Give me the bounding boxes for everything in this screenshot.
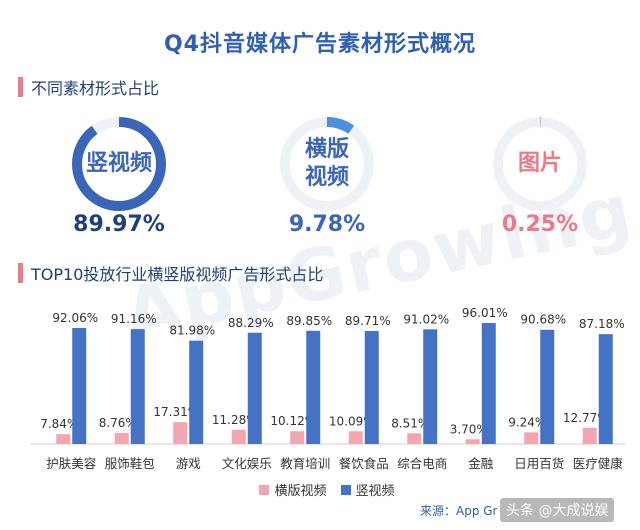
data-label-horizontal-video: 11.28% xyxy=(212,413,258,427)
data-label-vertical-video: 90.68% xyxy=(520,313,566,327)
data-label-horizontal-video: 10.12% xyxy=(270,414,316,428)
section-header-top10: TOP10投放行业横竖版视频广告形式占比 xyxy=(18,262,323,284)
category-label: 金融 xyxy=(468,456,494,471)
bar-vertical-video xyxy=(247,332,262,444)
legend-swatch-horizontal xyxy=(259,484,270,495)
data-label-vertical-video: 88.29% xyxy=(228,316,274,330)
bar-horizontal-video xyxy=(231,429,246,444)
bar-vertical-video xyxy=(598,334,613,444)
legend-label-horizontal: 横版视频 xyxy=(274,484,327,499)
data-label-vertical-video: 96.01% xyxy=(462,306,508,320)
category-label: 游戏 xyxy=(176,456,201,471)
credit-badge: 头条 @大成说娱 xyxy=(500,498,615,522)
bar-horizontal-video xyxy=(56,434,71,444)
section-header-material-share: 不同素材形式占比 xyxy=(18,76,159,98)
bar-vertical-video xyxy=(130,329,145,444)
data-label-vertical-video: 89.71% xyxy=(345,314,391,328)
ring-label: 图片 xyxy=(517,151,562,176)
data-label-horizontal-video: 8.51% xyxy=(391,416,429,430)
legend-label-vertical: 竖视频 xyxy=(355,484,395,499)
category-label: 日用百货 xyxy=(514,456,564,471)
data-label-horizontal-video: 7.84% xyxy=(40,417,78,431)
bar-horizontal-video xyxy=(114,432,129,444)
ring-0: 竖视频 xyxy=(67,112,171,216)
data-label-vertical-video: 91.16% xyxy=(111,312,157,326)
data-label-horizontal-video: 10.09% xyxy=(329,414,375,428)
category-label: 服饰鞋包 xyxy=(105,456,155,471)
category-label: 护肤美容 xyxy=(46,456,96,471)
industry-bar-chart: 7.84% 92.06% 护肤美容 8.76% 91.16% 服饰鞋包 17.31% 81.9… xyxy=(30,306,625,471)
bar-horizontal-video xyxy=(348,431,363,444)
data-label-vertical-video: 89.85% xyxy=(286,314,332,328)
bar-vertical-video xyxy=(189,340,204,444)
bar-horizontal-video xyxy=(407,433,422,444)
ring-1: 横版 视频 xyxy=(275,112,379,216)
category-label: 餐饮食品 xyxy=(339,456,389,471)
ring-arc xyxy=(493,117,587,211)
bar-vertical-video xyxy=(481,323,496,444)
bar-horizontal-video xyxy=(465,439,480,444)
section-marker xyxy=(18,263,23,283)
section-marker xyxy=(18,77,23,97)
ring-percent: 9.78% xyxy=(288,212,366,237)
bar-horizontal-video xyxy=(582,427,597,444)
bar-vertical-video xyxy=(306,330,321,444)
page-title: Q4抖音媒体广告素材形式概况 xyxy=(163,32,476,57)
category-label: 综合电商 xyxy=(397,456,447,471)
data-label-horizontal-video: 17.31% xyxy=(153,405,199,419)
section-title: TOP10投放行业横竖版视频广告形式占比 xyxy=(31,265,324,284)
ring-percent: 0.25% xyxy=(501,212,579,237)
category-label: 文化娱乐 xyxy=(222,456,272,471)
source-note: 来源：App Gr xyxy=(420,504,498,518)
data-label-vertical-video: 81.98% xyxy=(169,324,215,338)
chart-legend: 横版视频 竖视频 xyxy=(0,480,640,499)
ring-arc xyxy=(280,117,374,211)
data-label-horizontal-video: 3.70% xyxy=(450,422,488,436)
bar-vertical-video xyxy=(540,329,555,444)
category-label: 医疗健康 xyxy=(573,456,624,471)
ring-2: 图片 xyxy=(488,112,592,216)
bar-horizontal-video xyxy=(524,432,539,444)
bar-vertical-video xyxy=(423,329,438,444)
bar-vertical-video xyxy=(72,328,87,444)
category-label: 教育培训 xyxy=(280,456,330,471)
data-label-horizontal-video: 9.24% xyxy=(508,415,546,429)
legend-swatch-vertical xyxy=(340,484,351,495)
ring-label: 横版 视频 xyxy=(304,137,349,190)
bar-horizontal-video xyxy=(173,422,188,444)
data-label-horizontal-video: 8.76% xyxy=(99,416,137,430)
bar-vertical-video xyxy=(364,330,379,444)
ring-label: 竖视频 xyxy=(85,151,152,176)
section-title: 不同素材形式占比 xyxy=(31,79,160,98)
ring-arc xyxy=(72,117,166,211)
ring-percent: 89.97% xyxy=(73,212,165,237)
data-label-vertical-video: 91.02% xyxy=(403,312,449,326)
bar-horizontal-video xyxy=(290,431,305,444)
data-label-vertical-video: 92.06% xyxy=(52,311,98,325)
data-label-vertical-video: 87.18% xyxy=(579,317,625,331)
data-label-horizontal-video: 12.77% xyxy=(563,411,609,425)
